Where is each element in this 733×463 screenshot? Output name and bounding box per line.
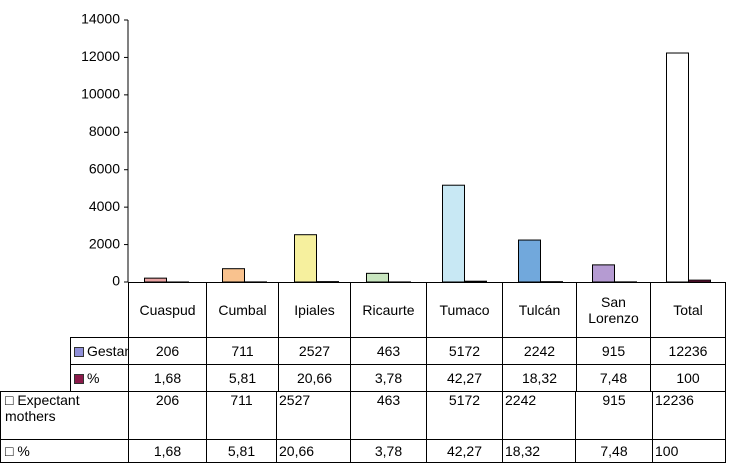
y-tick-label: 8000 [89, 123, 120, 139]
table-cell: 5172 [426, 391, 503, 440]
y-tick-label: 6000 [89, 160, 120, 176]
data-label: 3,78 [350, 364, 427, 392]
y-tick-label: 12000 [81, 48, 120, 64]
table-cell: 915 [575, 391, 653, 440]
bar [366, 272, 389, 283]
table-cell: □ Expectant mothers [0, 391, 129, 440]
legend-entry: Gestantes [70, 337, 129, 365]
data-label: 711 [206, 337, 279, 365]
legend-label: % [87, 370, 100, 386]
table-cell: 18,32 [502, 439, 576, 463]
table-cell: 20,66 [276, 439, 351, 463]
chart: 0 2000 4000 6000 8000 10000 12000 14000 [81, 11, 711, 289]
data-label: 100 [650, 364, 726, 392]
table: □ Expectant mothers 206 711 2527 463 5172 2242… [0, 391, 726, 463]
data-label: 463 [350, 337, 427, 365]
table-cell: 42,27 [426, 439, 503, 463]
table-cell: 463 [350, 391, 427, 440]
legend-swatch [74, 374, 84, 385]
data-label: 915 [576, 337, 651, 365]
table-cell: 7,48 [575, 439, 653, 463]
bar [666, 52, 689, 283]
category-label: Ipiales [278, 282, 351, 338]
bar [294, 234, 317, 283]
data-label: 2242 [502, 337, 577, 365]
data-label: 18,32 [502, 364, 577, 392]
data-label: 1,68 [128, 364, 207, 392]
data-label: 7,48 [576, 364, 651, 392]
y-tick-label: 4000 [89, 198, 120, 214]
bar [592, 264, 615, 283]
category-label: Cuaspud [128, 282, 207, 338]
table-cell: 206 [128, 391, 207, 440]
table-cell: 12236 [652, 391, 726, 440]
table-row: □ Expectant mothers 206 711 2527 463 5172 2242… [0, 391, 726, 440]
category-label: Total [650, 282, 726, 338]
chart-data-table: Cuaspud Cumbal Ipiales Ricaurte Tumaco Tulcán… [70, 282, 726, 392]
blank [71, 283, 129, 338]
table-cell: 2242 [502, 391, 576, 440]
table-cell: 100 [652, 439, 726, 463]
data-label: 42,27 [426, 364, 503, 392]
bar [222, 268, 245, 283]
y-tick-label: 0 [112, 273, 120, 289]
table-cell: 5,81 [206, 439, 277, 463]
bar [442, 184, 465, 283]
y-tick-label: 2000 [89, 235, 120, 251]
data-label: 206 [128, 337, 207, 365]
category-label: Cumbal [206, 282, 279, 338]
table-row: □ % 1,68 5,81 20,66 3,78 42,27 18,32 7,48 100 [0, 439, 726, 463]
y-tick-label: 14000 [81, 11, 120, 27]
y-tick-label: 10000 [81, 86, 120, 102]
table-cell: 711 [206, 391, 277, 440]
category-label: Tulcán [502, 282, 577, 338]
data-label: 5172 [426, 337, 503, 365]
table-cell: 2527 [276, 391, 351, 440]
legend-entry: % [70, 364, 129, 392]
category-label: San Lorenzo [576, 282, 651, 338]
bar [688, 279, 711, 283]
data-label: 5,81 [206, 364, 279, 392]
category-label: Ricaurte [350, 282, 427, 338]
table-cell: 3,78 [350, 439, 427, 463]
bar [518, 239, 541, 283]
table-cell: □ % [0, 439, 129, 463]
data-label: 20,66 [278, 364, 351, 392]
data-label: 12236 [650, 337, 726, 365]
legend-swatch [74, 347, 84, 358]
table-cell: 1,68 [128, 439, 207, 463]
data-label: 2527 [278, 337, 351, 365]
legend-label: Gestantes [87, 343, 128, 359]
category-label: Tumaco [426, 282, 503, 338]
